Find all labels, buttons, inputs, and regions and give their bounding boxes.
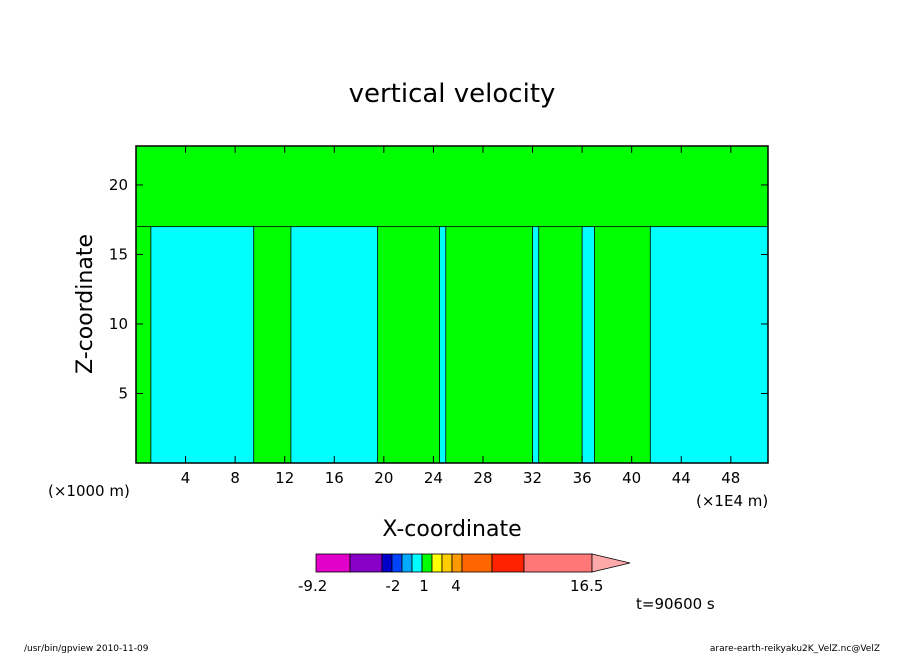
chart-title: vertical velocity — [349, 79, 556, 109]
y-ticks: 5 10 15 20 — [109, 176, 768, 402]
colorbar-segment — [451, 553, 463, 573]
footer-left: /usr/bin/gpview 2010-11-09 — [24, 644, 149, 654]
colorbar-segment — [349, 553, 383, 573]
colorbar-segment — [461, 553, 493, 573]
colorbar-tick-label: -2 — [386, 577, 401, 595]
x-tick-label: 44 — [672, 469, 691, 487]
footer-right: arare-earth-reikyaku2K_VelZ.nc@VelZ — [710, 644, 880, 654]
colorbar-tick-label: 4 — [451, 577, 461, 595]
contour-region-green — [135, 145, 769, 228]
x-tick-label: 12 — [275, 469, 294, 487]
x-tick-label: 20 — [374, 469, 393, 487]
time-label: t=90600 s — [636, 595, 715, 613]
y-tick-label: 5 — [118, 384, 128, 402]
y-tick-label: 20 — [109, 176, 128, 194]
colorbar-tick-label: 1 — [419, 577, 429, 595]
colorbar-segment — [431, 553, 443, 573]
x-tick-label: 48 — [721, 469, 740, 487]
colorbar-segment — [391, 553, 403, 573]
colorbar — [315, 553, 631, 573]
x-tick-label: 36 — [573, 469, 592, 487]
colorbar-max-label: 16.5 — [570, 577, 603, 595]
x-tick-label: 28 — [473, 469, 492, 487]
colorbar-segment — [411, 553, 423, 573]
x-tick-label: 24 — [424, 469, 443, 487]
colorbar-segment — [491, 553, 525, 573]
plot-frame — [135, 145, 769, 464]
colorbar-segment — [523, 553, 593, 573]
x-tick-label: 4 — [181, 469, 191, 487]
y-axis-label: Z-coordinate — [73, 234, 98, 374]
x-unit-right: (×1E4 m) — [696, 492, 768, 510]
x-tick-label: 16 — [325, 469, 344, 487]
colorbar-segment — [315, 553, 351, 573]
x-ticks: 4 8 12 16 20 24 28 32 36 40 44 48 — [181, 146, 740, 487]
y-tick-label: 15 — [109, 245, 128, 263]
x-tick-label: 32 — [523, 469, 542, 487]
colorbar-segment — [401, 553, 413, 573]
colorbar-segment — [381, 553, 393, 573]
colorbar-segment — [421, 553, 433, 573]
colorbar-min-label: -9.2 — [298, 577, 327, 595]
colorbar-segment — [441, 553, 453, 573]
x-unit-left: (×1000 m) — [48, 482, 130, 500]
x-tick-label: 40 — [622, 469, 641, 487]
colorbar-extension — [591, 553, 631, 573]
x-axis-label: X-coordinate — [382, 517, 521, 542]
x-tick-label: 8 — [230, 469, 240, 487]
y-tick-label: 10 — [109, 315, 128, 333]
